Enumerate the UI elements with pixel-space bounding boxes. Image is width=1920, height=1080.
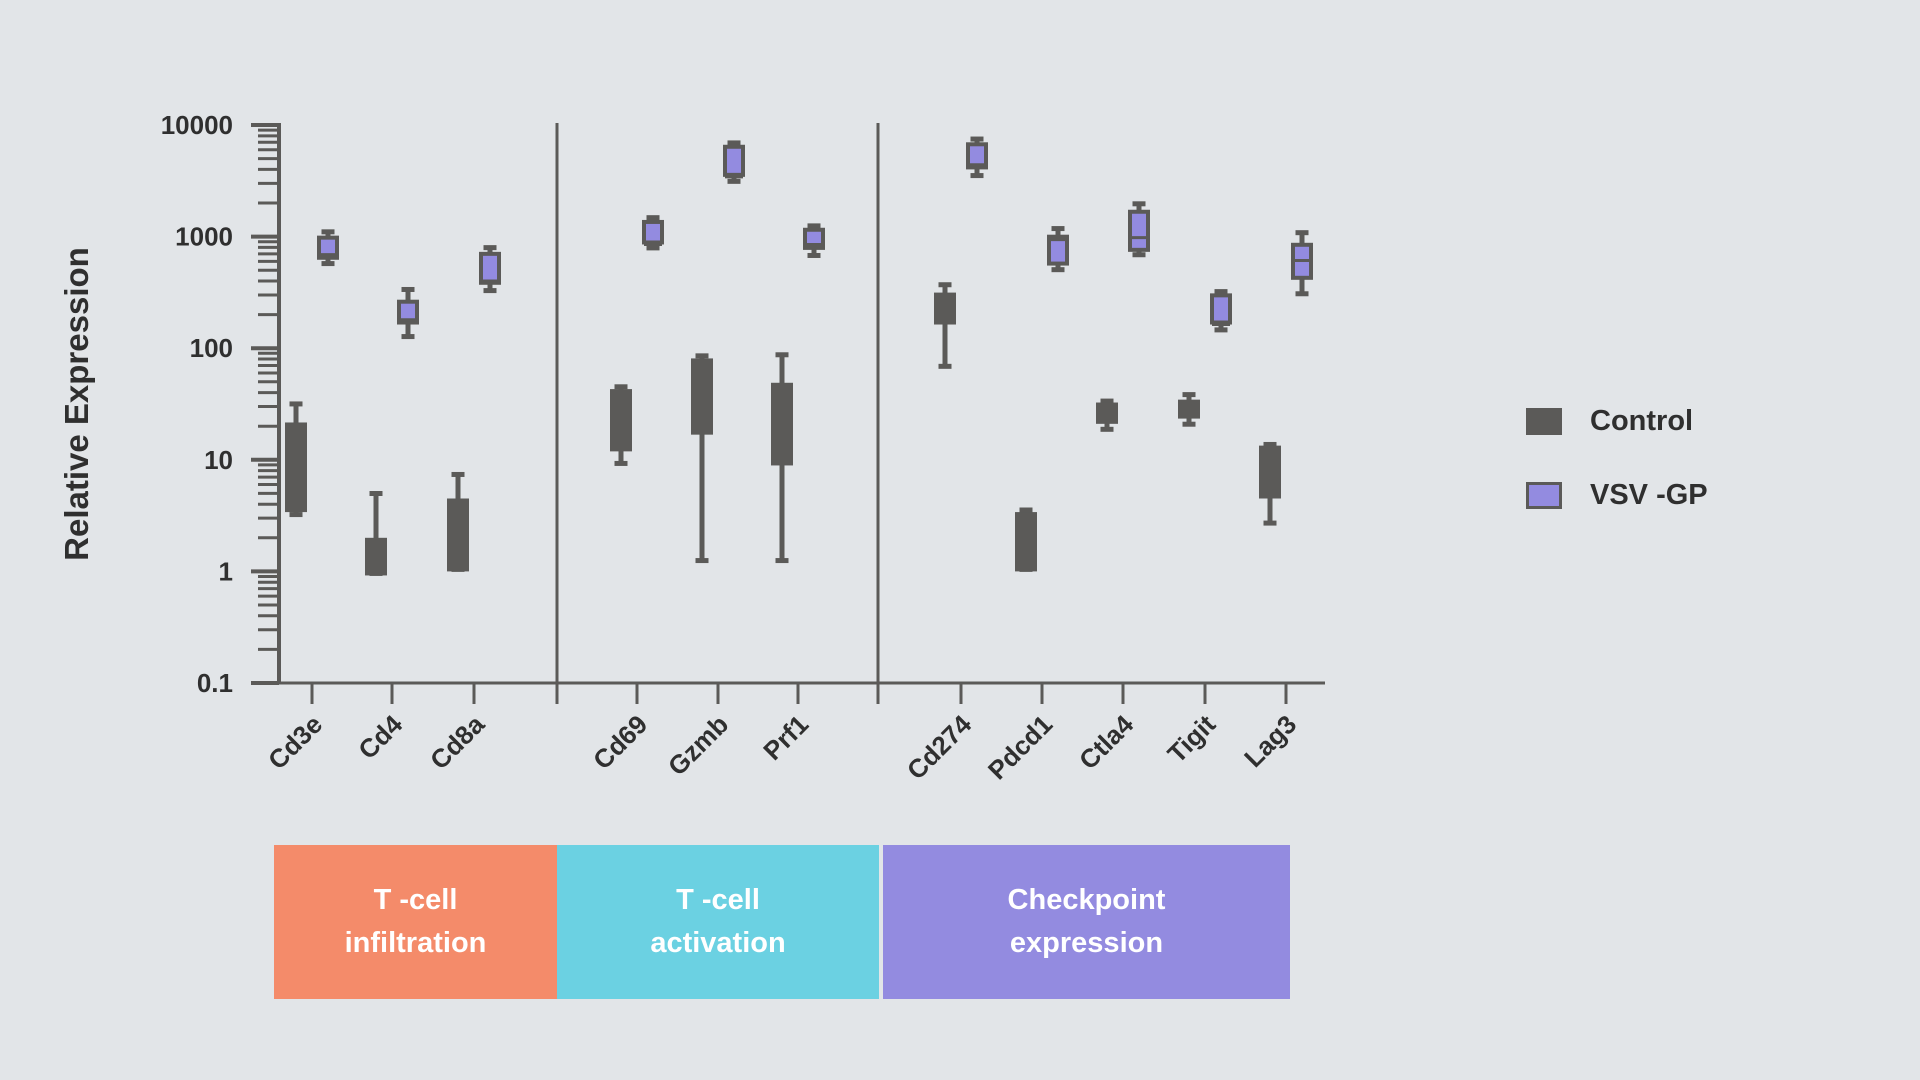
box-body xyxy=(1047,234,1069,266)
x-tick-label: Ctla4 xyxy=(1073,709,1140,776)
x-tick-label: Pdcd1 xyxy=(982,709,1058,785)
group-t-cell-infiltration: T -cell infiltration xyxy=(274,845,557,999)
box-cd4-control xyxy=(365,490,387,576)
x-tick-label: Prf1 xyxy=(757,709,814,766)
box-body xyxy=(479,251,501,285)
box-cd4-vsv-gp xyxy=(397,286,419,340)
y-tick-label: 0.1 xyxy=(197,668,233,698)
y-tick-label: 1 xyxy=(219,556,233,586)
box-body xyxy=(610,389,632,452)
group-label-line1: Checkpoint xyxy=(1007,884,1166,916)
box-body xyxy=(317,235,339,260)
legend-item-control: Control xyxy=(1526,405,1693,438)
box-pdcd1-vsv-gp xyxy=(1047,226,1069,273)
x-tick-label: Cd69 xyxy=(587,709,653,775)
y-tick-label: 10 xyxy=(204,445,233,475)
legend-item-vsv-gp: VSV -GP xyxy=(1526,479,1708,512)
legend-label-vsv-gp: VSV -GP xyxy=(1590,479,1708,511)
box-cd3e-control xyxy=(285,401,307,518)
box-tigit-control xyxy=(1178,392,1200,427)
box-cd69-control xyxy=(610,384,632,466)
group-label-line2: expression xyxy=(1009,927,1164,959)
box-body xyxy=(1210,293,1232,325)
box-tigit-vsv-gp xyxy=(1210,289,1232,333)
group-label-line2: infiltration xyxy=(344,927,487,959)
box-ctla4-vsv-gp xyxy=(1128,201,1150,258)
box-body xyxy=(285,422,307,513)
box-cd8a-vsv-gp xyxy=(479,245,501,294)
x-tick-label: Gzmb xyxy=(662,709,734,781)
box-cd69-vsv-gp xyxy=(642,215,664,251)
box-body xyxy=(365,537,387,576)
x-tick-label: Cd4 xyxy=(352,709,408,765)
box-prf1-control xyxy=(771,352,793,564)
group-label-line1: T -cell xyxy=(373,884,458,916)
y-tick-label: 100 xyxy=(190,333,233,363)
y-tick-label: 1000 xyxy=(175,222,233,252)
box-body xyxy=(771,382,793,466)
box-pdcd1-control xyxy=(1015,507,1037,572)
y-axis-title: Relative Expression xyxy=(58,247,95,561)
box-gzmb-vsv-gp xyxy=(723,140,745,184)
legend-swatch-vsv-gp xyxy=(1526,482,1562,509)
x-tick-label: Cd3e xyxy=(262,709,328,775)
box-body xyxy=(1015,512,1037,572)
box-marks xyxy=(285,136,1313,576)
group-t-cell-activation: T -cell activation xyxy=(557,845,879,999)
x-tick-label: Cd274 xyxy=(901,709,978,786)
box-ctla4-control xyxy=(1096,398,1118,432)
axes xyxy=(251,123,1325,704)
box-lag3-vsv-gp xyxy=(1291,230,1313,297)
box-prf1-vsv-gp xyxy=(803,223,825,258)
box-body xyxy=(966,142,988,170)
box-body xyxy=(447,498,469,572)
box-body xyxy=(723,144,745,177)
box-cd274-vsv-gp xyxy=(966,136,988,179)
box-cd274-control xyxy=(934,282,956,369)
group-checkpoint-expression: Checkpoint expression xyxy=(883,845,1290,999)
x-tick-label: Tigit xyxy=(1162,709,1222,769)
box-body xyxy=(934,292,956,325)
y-tick-label: 10000 xyxy=(161,110,233,140)
box-body xyxy=(1178,399,1200,419)
box-body xyxy=(642,219,664,245)
box-body xyxy=(1096,402,1118,424)
box-body xyxy=(1259,445,1281,499)
group-label-line1: T -cell xyxy=(676,884,760,916)
box-cd3e-vsv-gp xyxy=(317,229,339,267)
box-gzmb-control xyxy=(691,353,713,564)
legend-label-control: Control xyxy=(1590,405,1694,437)
box-body xyxy=(691,358,713,435)
legend-swatch-control xyxy=(1526,408,1562,435)
box-body xyxy=(397,299,419,325)
x-tick-label: Cd8a xyxy=(424,709,491,776)
box-body xyxy=(1128,209,1150,252)
box-cd8a-control xyxy=(447,471,469,572)
x-tick-label: Lag3 xyxy=(1238,709,1302,773)
group-label-line2: activation xyxy=(650,927,786,959)
box-lag3-control xyxy=(1259,441,1281,526)
